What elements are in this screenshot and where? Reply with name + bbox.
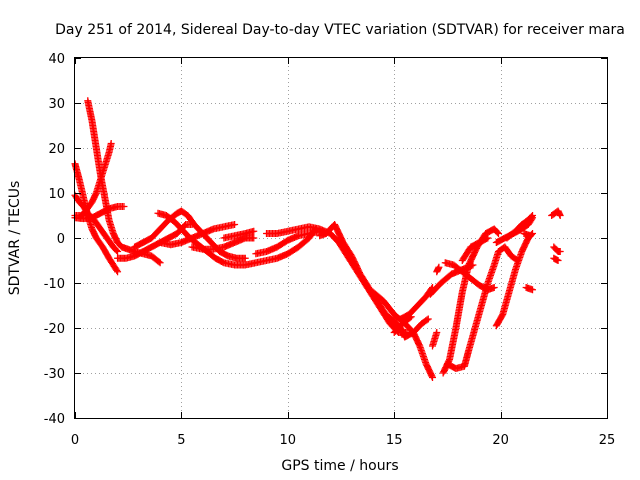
data-point	[469, 261, 477, 269]
series-track-ag	[550, 254, 562, 264]
data-point	[527, 213, 535, 221]
series-track-l	[252, 227, 330, 258]
data-point	[406, 314, 414, 322]
series-track-af	[550, 243, 564, 255]
data-series	[71, 97, 564, 381]
data-point	[114, 268, 122, 276]
data-point	[156, 259, 164, 267]
data-point	[250, 234, 258, 242]
series-track-e	[71, 203, 128, 223]
series-track-s	[429, 329, 441, 350]
x-tick-label: 5	[177, 433, 185, 448]
data-point	[435, 263, 443, 271]
data-point	[113, 266, 121, 274]
y-tick-label: 30	[48, 97, 65, 112]
data-point	[429, 374, 437, 381]
data-point	[490, 284, 498, 291]
data-point	[529, 212, 537, 219]
axis-ticks	[75, 58, 608, 419]
series-track-ad	[522, 284, 537, 294]
series-track-k	[220, 227, 258, 242]
series-track-f	[114, 221, 196, 262]
data-point	[231, 221, 239, 228]
x-tick-label: 10	[280, 433, 297, 448]
y-tick-label: -20	[44, 322, 65, 337]
data-point	[529, 286, 537, 294]
series-track-ae	[548, 207, 564, 219]
data-point	[114, 248, 122, 255]
series-track-r	[390, 313, 415, 336]
data-point	[155, 258, 163, 266]
x-tick-label: 15	[386, 433, 403, 448]
x-tick-label: 20	[492, 433, 509, 448]
y-tick-label: 40	[48, 52, 65, 67]
data-point	[250, 227, 258, 235]
plot-frame	[74, 57, 608, 419]
y-tick-label: -10	[44, 277, 65, 292]
x-axis-label: GPS time / hours	[281, 458, 398, 474]
series-track-d	[71, 140, 115, 219]
series-track-y	[426, 261, 477, 298]
data-point	[120, 203, 128, 210]
data-point	[554, 257, 562, 264]
data-point	[433, 329, 441, 336]
x-tick-label: 25	[599, 433, 616, 448]
data-point	[407, 313, 415, 321]
data-point	[556, 248, 564, 255]
series-track-t	[433, 263, 443, 276]
y-tick-label: -30	[44, 367, 65, 382]
series-track-z	[492, 230, 537, 330]
data-point	[556, 212, 564, 219]
series-track-ab	[503, 212, 537, 242]
y-tick-label: 0	[57, 232, 65, 247]
data-point	[241, 254, 249, 262]
series-track-i	[156, 221, 239, 249]
y-tick-labels: -40 -30 -20 -10 0 10 20 30 40	[44, 52, 65, 427]
series-track-ac	[520, 230, 534, 240]
data-point	[484, 234, 492, 242]
series-track-v	[439, 225, 502, 377]
series-track-j	[188, 234, 258, 253]
data-point	[107, 140, 115, 147]
data-point	[112, 246, 120, 254]
data-point	[494, 230, 502, 237]
data-point	[424, 315, 432, 323]
x-tick-labels: 0 5 10 15 20 25	[71, 433, 615, 448]
y-tick-label: 20	[48, 142, 65, 157]
data-point	[423, 316, 431, 324]
series-track-x	[458, 234, 492, 264]
y-tick-label: -40	[44, 412, 65, 427]
series-track-b	[71, 160, 122, 276]
data-point	[493, 228, 501, 236]
series-track-c	[71, 191, 122, 255]
chart-title: Day 251 of 2014, Sidereal Day-to-day VTE…	[55, 22, 625, 38]
y-tick-label: 10	[48, 187, 65, 202]
series-track-n	[316, 221, 409, 341]
series-track-p	[397, 284, 437, 323]
data-point	[526, 232, 534, 240]
series-track-q	[401, 315, 432, 341]
y-axis-label: SDTVAR / TECUs	[7, 181, 23, 296]
x-tick-label: 0	[71, 433, 79, 448]
